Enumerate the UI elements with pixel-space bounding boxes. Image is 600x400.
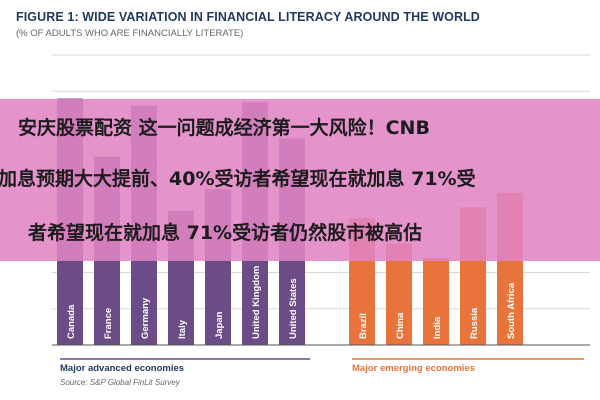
tick-label: Canada [66,304,77,339]
chart-title: FIGURE 1: WIDE VARIATION IN FINANCIAL LI… [16,10,480,24]
tick-label: France [103,308,114,339]
tick-label: Japan [214,311,225,339]
bar-india [423,258,449,345]
tick-label: China [395,312,406,339]
tick-labels: Canada France Germany Italy Japan United King… [66,266,517,339]
overlay-text-line-2: 加息预期大大提前、40%受访者希望现在就加息 71%受 [0,168,476,190]
overlay-text-line-1: 安庆股票配资 这一问题成经济第一大风险！CNB [18,117,430,139]
tick-label: India [432,316,443,339]
emerging-group-label: Major emerging economies [352,363,476,374]
tick-label: Germany [140,297,151,339]
tick-label: South Africa [506,282,517,339]
tick-label: Brazil [358,313,369,339]
x-axis [52,344,590,360]
source-note: Source: S&P Global FinLit Survey [60,378,180,387]
tick-label: United States [288,278,299,339]
tick-label: Russia [469,307,480,339]
overlay-text-line-3: 者希望现在就加息 71%受访者仍然股市被高估 [28,222,423,244]
chart-subtitle: (% OF ADULTS WHO ARE FINANCIALLY LITERAT… [16,28,244,39]
tick-label: United Kingdom [251,266,262,339]
advanced-group-label: Major advanced economies [60,363,185,374]
overlay-banner [0,99,600,261]
tick-label: Italy [177,319,188,339]
